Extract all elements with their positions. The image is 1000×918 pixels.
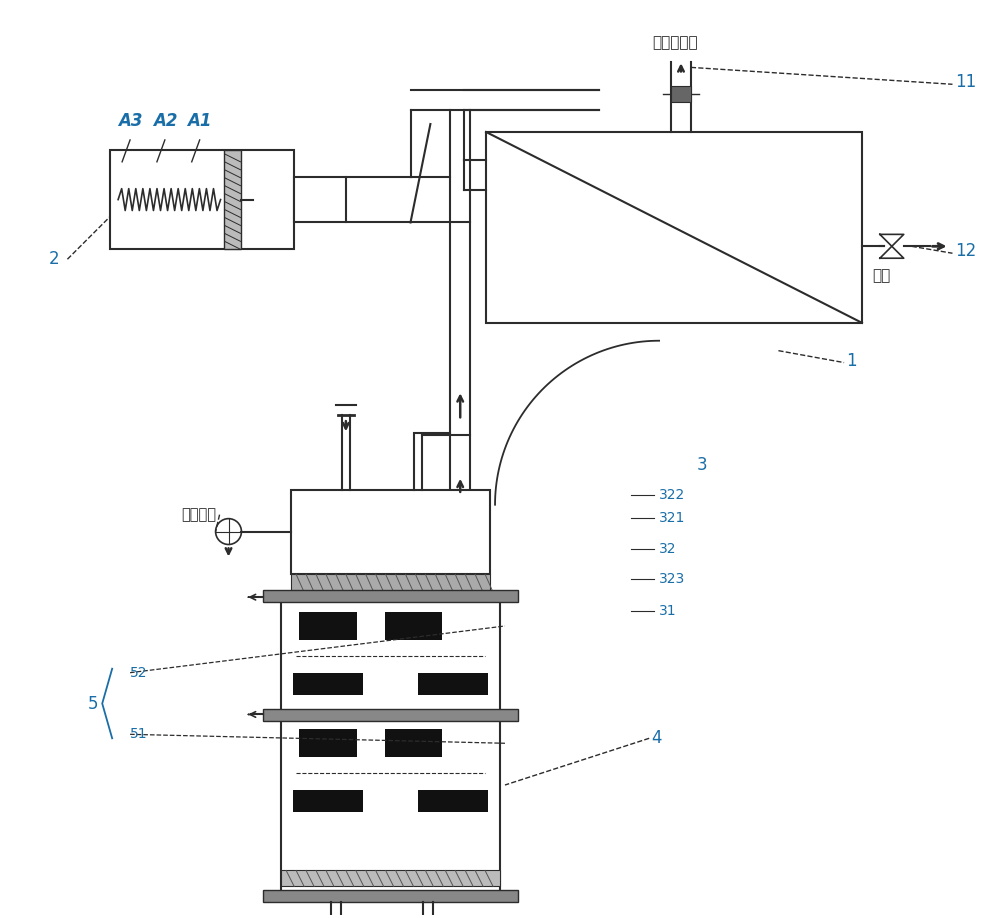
Text: 323: 323 [659, 572, 685, 587]
Text: 1: 1 [846, 352, 857, 370]
Bar [263, 590, 518, 602]
Bar [224, 150, 241, 250]
Bar [486, 132, 862, 323]
Text: A3: A3 [118, 112, 142, 130]
Text: 高压浓盐水: 高压浓盐水 [652, 36, 698, 50]
Bar [299, 612, 357, 640]
Bar [418, 790, 488, 812]
Bar [671, 86, 691, 102]
Text: 12: 12 [955, 242, 977, 261]
Bar [385, 612, 442, 640]
Bar [263, 890, 518, 902]
Text: 5: 5 [88, 695, 98, 712]
Text: 海水进口: 海水进口 [182, 507, 217, 522]
Text: A1: A1 [187, 112, 212, 130]
Bar [110, 150, 294, 250]
Bar [291, 490, 490, 575]
Bar [299, 730, 357, 757]
Text: 51: 51 [130, 727, 148, 742]
Text: 11: 11 [955, 73, 977, 91]
Text: 32: 32 [659, 543, 677, 556]
Bar [281, 592, 500, 901]
Text: 4: 4 [651, 729, 662, 747]
Text: 2: 2 [49, 251, 60, 268]
Bar [263, 710, 518, 722]
Bar [291, 575, 490, 592]
Bar [385, 730, 442, 757]
Text: 3: 3 [697, 456, 708, 474]
Text: 321: 321 [659, 510, 685, 525]
Text: 31: 31 [659, 604, 677, 618]
Text: 322: 322 [659, 487, 685, 502]
Text: 淡水: 淡水 [872, 268, 890, 283]
Bar [293, 673, 363, 695]
Bar [281, 870, 500, 887]
Bar [418, 673, 488, 695]
Text: 52: 52 [130, 666, 148, 679]
Bar [294, 177, 346, 222]
Text: A2: A2 [153, 112, 177, 130]
Bar [293, 790, 363, 812]
